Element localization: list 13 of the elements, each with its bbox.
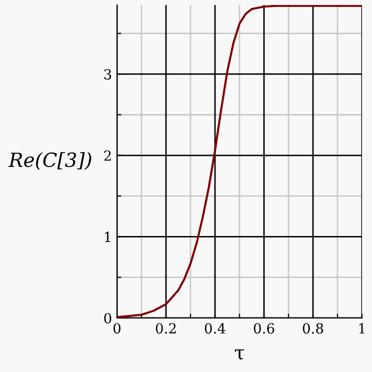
x-tick-label: 0 [113, 323, 120, 334]
x-tick-label: 0.4 [204, 323, 226, 334]
y-tick-label: 2 [104, 150, 111, 161]
y-tick-label: 3 [104, 69, 112, 80]
y-tick-label: 0 [104, 312, 112, 324]
line-series [117, 5, 362, 318]
x-axis-title: τ [234, 349, 244, 360]
x-tick-label: 0.6 [254, 323, 274, 334]
y-tick-label: 1 [104, 232, 110, 242]
x-tick-label: 0.8 [302, 323, 324, 334]
x-tick-label: 1 [359, 323, 364, 334]
x-tick-label: 0.2 [156, 323, 176, 334]
y-axis-title: Re(C[3]) [8, 152, 92, 170]
